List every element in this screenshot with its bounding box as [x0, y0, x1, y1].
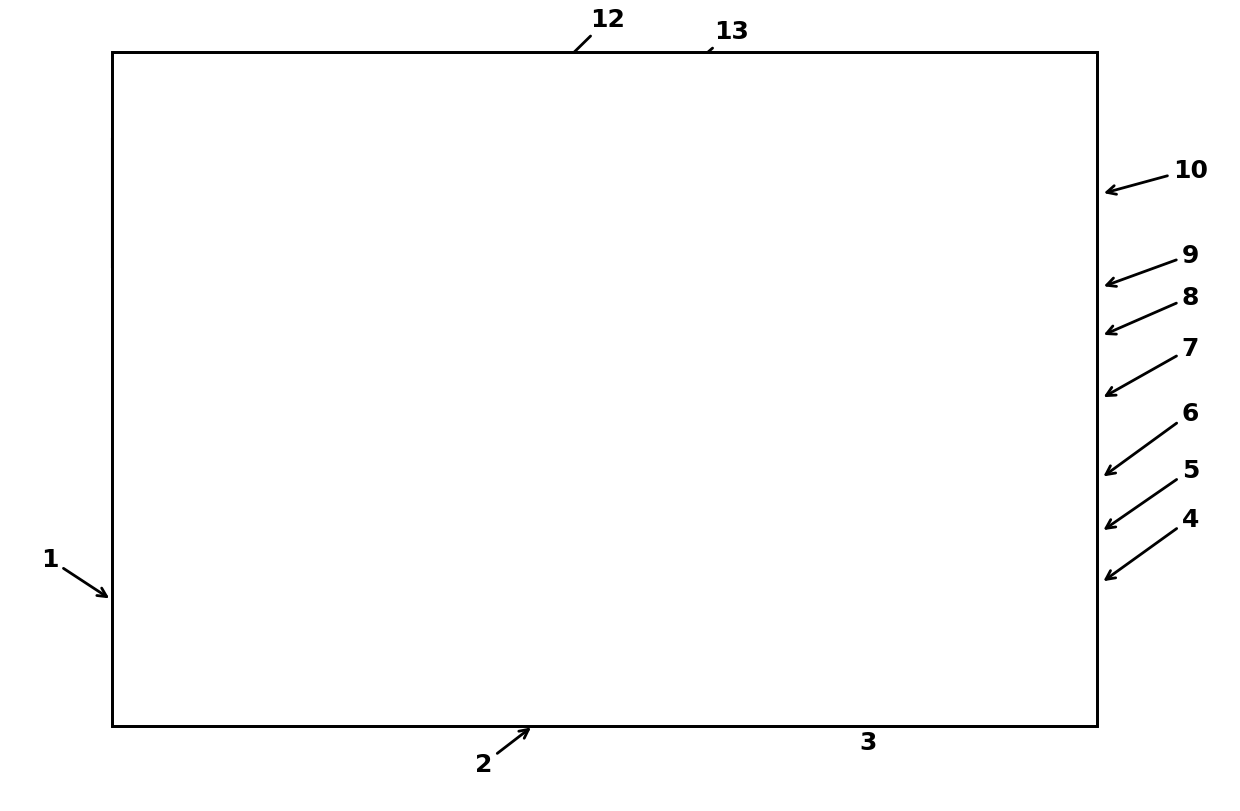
Text: 12: 12: [549, 8, 625, 77]
Bar: [112, 140, 1097, 268]
Text: 10: 10: [1107, 158, 1208, 195]
Text: 2: 2: [475, 729, 528, 776]
Bar: [112, 268, 1097, 315]
Bar: [112, 53, 1097, 726]
Polygon shape: [486, 140, 723, 201]
Bar: [703, 564, 1097, 665]
Text: 4: 4: [1106, 507, 1199, 580]
Polygon shape: [486, 140, 723, 201]
Text: 6: 6: [1106, 401, 1199, 475]
Text: 3: 3: [822, 674, 877, 754]
Bar: [112, 349, 1097, 419]
Bar: [112, 419, 1097, 480]
Bar: [112, 419, 1097, 480]
Text: 9: 9: [1106, 243, 1199, 287]
Bar: [446, 97, 763, 140]
Bar: [112, 509, 1097, 564]
Polygon shape: [539, 198, 670, 231]
Bar: [112, 97, 1097, 140]
Bar: [112, 140, 1097, 268]
Bar: [112, 564, 506, 665]
Text: 13: 13: [681, 20, 749, 77]
Bar: [446, 97, 763, 140]
Bar: [112, 665, 506, 726]
Polygon shape: [539, 198, 670, 231]
Text: 1: 1: [41, 547, 107, 597]
Bar: [112, 480, 1097, 509]
Bar: [112, 564, 506, 665]
Bar: [112, 349, 1097, 419]
Text: 8: 8: [1106, 285, 1199, 335]
Bar: [446, 97, 763, 140]
Bar: [112, 509, 1097, 564]
Bar: [112, 665, 506, 726]
Bar: [446, 97, 763, 140]
Bar: [112, 315, 1097, 349]
Text: 5: 5: [1106, 458, 1199, 529]
Bar: [703, 564, 1097, 665]
Bar: [112, 268, 1097, 315]
Bar: [112, 97, 1097, 140]
Bar: [112, 480, 1097, 509]
Bar: [703, 665, 1097, 726]
Text: 7: 7: [1106, 337, 1199, 396]
Bar: [703, 665, 1097, 726]
Bar: [112, 97, 1097, 140]
Bar: [112, 97, 1097, 140]
Bar: [112, 53, 1097, 726]
Bar: [112, 315, 1097, 349]
